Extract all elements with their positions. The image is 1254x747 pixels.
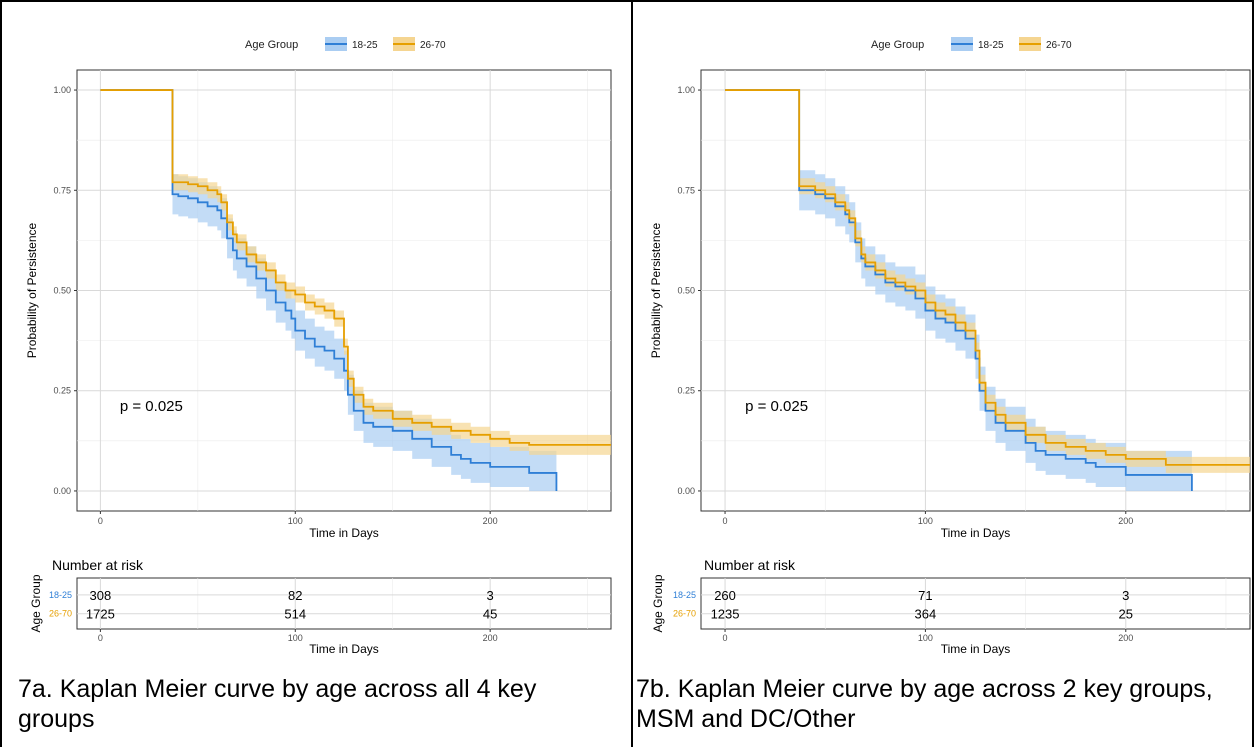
panel-7b: Age Group 18-25 26-70 0.00 0.25 0.50 0.75 1.00 0…: [633, 2, 1252, 747]
ytick-label: 0.00: [53, 486, 71, 496]
xtick-label: 0: [723, 516, 728, 526]
p-value-annotation: p = 0.025: [120, 398, 183, 415]
risk-row-label-26-70: 26-70: [673, 609, 696, 619]
risk-xtick-label: 100: [288, 633, 303, 643]
panel-divider: [631, 0, 633, 747]
xtick-label: 100: [918, 516, 933, 526]
risk-table: Number at risk 18-25 260 71 3 26-70 1235 364 25 0…: [651, 557, 1251, 656]
survival-curve-26-70: [100, 89, 611, 446]
risk-y-axis-title: Age Group: [651, 574, 665, 632]
legend-label-26-70: 26-70: [1046, 40, 1072, 51]
risk-x-axis-title: Time in Days: [941, 642, 1011, 656]
risk-table-title: Number at risk: [52, 557, 144, 573]
xtick-label: 0: [98, 516, 103, 526]
risk-count: 514: [284, 607, 306, 622]
legend-title: Age Group: [871, 39, 924, 51]
legend-title: Age Group: [245, 39, 298, 51]
risk-xtick-label: 200: [483, 633, 498, 643]
x-axis-title: Time in Days: [941, 526, 1011, 540]
y-axis-title: Probability of Persistence: [649, 222, 663, 358]
xtick-label: 200: [483, 516, 498, 526]
legend-label-26-70: 26-70: [420, 40, 446, 51]
risk-y-axis-title: Age Group: [29, 574, 43, 632]
risk-count: 260: [714, 588, 736, 603]
risk-row-label-18-25: 18-25: [49, 590, 72, 600]
ytick-label: 1.00: [677, 85, 695, 95]
risk-count: 308: [90, 588, 112, 603]
risk-table-panel: [76, 577, 612, 630]
caption-7b: 7b. Kaplan Meier curve by age across 2 k…: [636, 675, 1213, 733]
risk-count: 25: [1119, 607, 1133, 622]
risk-x-axis-title: Time in Days: [309, 642, 379, 656]
ytick-label: 0.50: [53, 286, 71, 296]
legend: Age Group 18-25 26-70: [871, 37, 1072, 51]
legend: Age Group 18-25 26-70: [245, 37, 446, 51]
risk-count: 3: [1122, 588, 1129, 603]
risk-count: 3: [487, 588, 494, 603]
p-value-annotation: p = 0.025: [745, 398, 808, 415]
x-axis-title: Time in Days: [309, 526, 379, 540]
y-axis-title: Probability of Persistence: [25, 222, 39, 358]
plot-area: 0.00 0.25 0.50 0.75 1.00 0 100 200 p = 0.025: [53, 69, 612, 526]
ytick-label: 0.75: [53, 185, 71, 195]
panel-7a: Age Group 18-25 26-70 0.00 0.25 0.50 0.75 1.00 0…: [2, 2, 631, 747]
risk-xtick-label: 100: [918, 633, 933, 643]
ytick-label: 0.25: [53, 386, 71, 396]
risk-xtick-label: 0: [723, 633, 728, 643]
ytick-label: 0.00: [677, 486, 695, 496]
risk-count: 71: [918, 588, 932, 603]
ytick-label: 0.75: [677, 185, 695, 195]
risk-table: Number at risk 18-25 308 82 3 26-70 1725 514 45 0…: [29, 557, 612, 656]
xtick-label: 100: [288, 516, 303, 526]
risk-row-label-26-70: 26-70: [49, 609, 72, 619]
survival-curve-26-70: [725, 89, 1250, 466]
legend-label-18-25: 18-25: [978, 40, 1004, 51]
risk-count: 364: [915, 607, 937, 622]
risk-table-title: Number at risk: [704, 557, 796, 573]
risk-row-label-18-25: 18-25: [673, 590, 696, 600]
ci-band-26-70: [725, 90, 1250, 473]
survival-curve-18-25: [100, 89, 558, 491]
caption-7a: 7a. Kaplan Meier curve by age across all…: [18, 675, 537, 733]
plot-area: 0.00 0.25 0.50 0.75 1.00 0 100 200 p = 0.025: [677, 69, 1251, 526]
risk-count: 1725: [86, 607, 115, 622]
risk-table-panel: [700, 577, 1251, 630]
ytick-label: 1.00: [53, 85, 71, 95]
xtick-label: 200: [1118, 516, 1133, 526]
risk-count: 1235: [711, 607, 740, 622]
km-chart-7a: Age Group 18-25 26-700.000.250.500.751.000…: [25, 37, 612, 656]
ci-band-18-25: [725, 90, 1192, 491]
risk-count: 45: [483, 607, 497, 622]
ytick-label: 0.25: [677, 386, 695, 396]
risk-xtick-label: 0: [98, 633, 103, 643]
risk-count: 82: [288, 588, 302, 603]
legend-label-18-25: 18-25: [352, 40, 378, 51]
risk-xtick-label: 200: [1118, 633, 1133, 643]
ytick-label: 0.50: [677, 286, 695, 296]
km-chart-7b: Age Group 18-25 26-700.000.250.500.751.000…: [649, 37, 1251, 656]
